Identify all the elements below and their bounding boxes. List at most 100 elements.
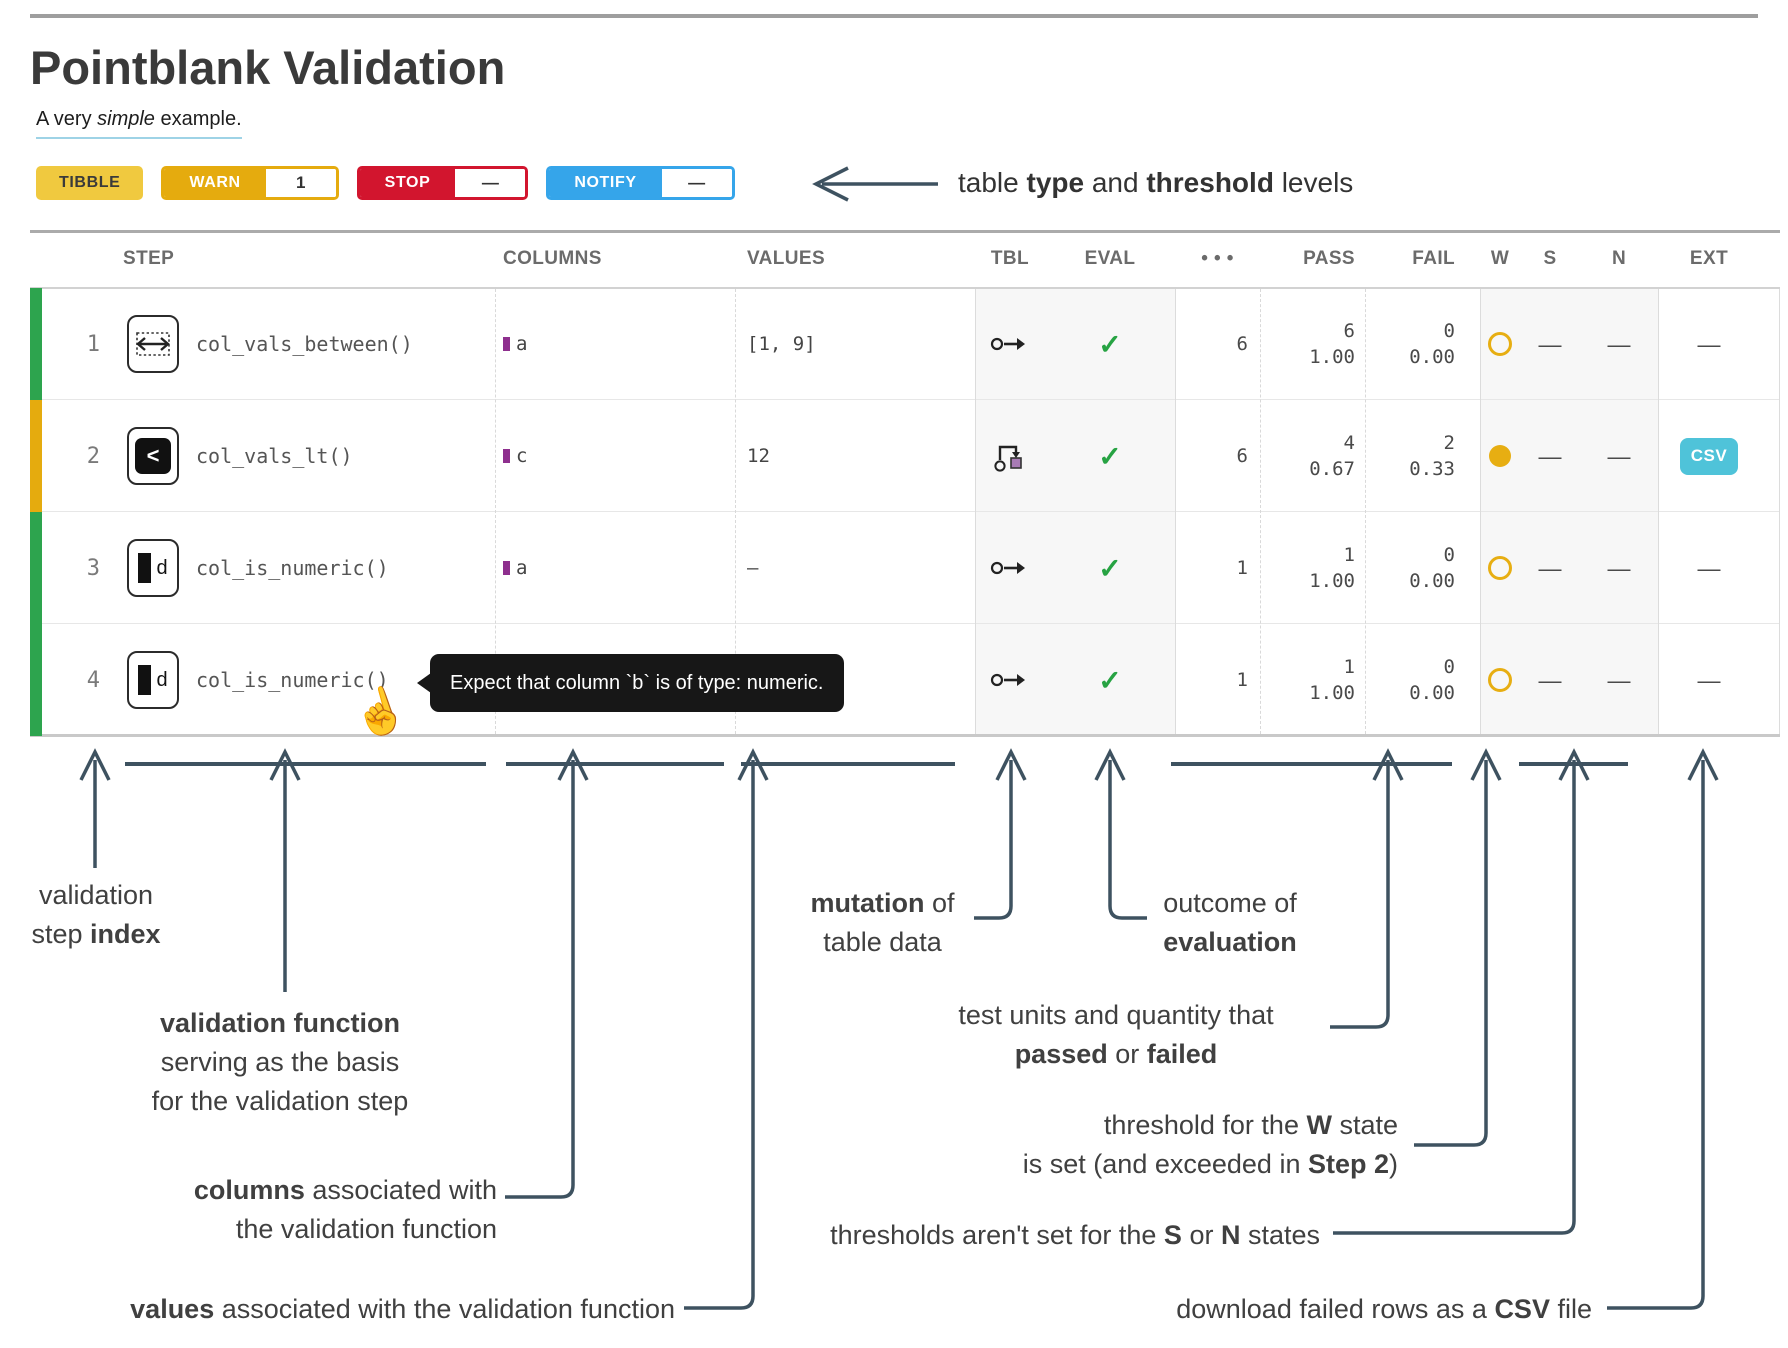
tbl-unchanged-icon [990,673,1025,687]
validation-row-2: 2 < col_vals_lt() c 12 ✓ 6 4 0.67 2 0.33 [30,400,1780,512]
row-separator [30,511,1780,512]
status-bar-pass [30,624,42,736]
tibble-badge: TIBBLE [36,166,144,200]
values-value: [1, 9] [747,333,816,355]
fail-count: 2 [1443,432,1455,454]
row-separator [30,399,1780,400]
values-value: 12 [747,445,770,467]
column-divider [735,289,736,734]
column-divider [1779,289,1780,734]
column-marker-icon [503,561,510,575]
notify-state: — [1607,554,1631,581]
label-step-index: validation step index [31,880,161,949]
column-divider [1260,289,1261,734]
tooltip-tail [417,673,431,693]
columns-value: a [516,333,528,355]
stop-state: — [1538,442,1562,469]
badge-note-arrow [812,166,938,202]
status-bar-pass [30,512,42,624]
top-rule [30,14,1758,18]
badge-note-label: table type and threshold levels [958,167,1354,198]
values-value: — [747,557,759,579]
notify-state: — [1607,442,1631,469]
header-tbl: TBL [990,248,1030,269]
test-units: 6 [1236,445,1248,467]
header-values: VALUES [747,248,826,269]
fail-fraction: 0.33 [1409,458,1455,480]
numeric-type-glyph: d [138,553,168,583]
function-tooltip: Expect that column `b` is of type: numer… [417,654,844,712]
tbl-mutated-icon [994,445,1022,472]
table-header-row: STEP COLUMNS VALUES TBL EVAL • • • PASS … [30,230,1780,288]
label-w-threshold: threshold for the W state is set (and exc… [1022,1110,1398,1179]
csv-download-button[interactable]: CSV [1680,437,1738,475]
validation-function-name[interactable]: col_vals_lt() [196,444,353,468]
validation-function-name[interactable]: col_vals_between() [196,332,413,356]
arrow-step-index [79,748,111,868]
column-marker-icon [503,337,510,351]
label-mutation: mutation of table data [810,888,955,957]
warn-state-indicator [1488,332,1512,356]
stop-state: — [1538,330,1562,357]
stop-badge: STOP — [356,166,529,200]
fail-count: 0 [1443,544,1455,566]
stop-badge-label: STOP [359,169,456,197]
warn-state-indicator-exceeded [1489,445,1511,467]
fail-fraction: 0.00 [1409,346,1455,368]
table-bottom-border [30,734,1780,737]
column-divider [1480,289,1481,734]
validation-row-4: 4 d col_is_numeric() ✓ 1 1 1.00 0 0.00 [30,624,1780,736]
column-divider [495,289,496,734]
pass-count: 6 [1343,320,1355,342]
tooltip-text: Expect that column `b` is of type: numer… [450,671,824,694]
validation-table: STEP COLUMNS VALUES TBL EVAL • • • PASS … [30,230,1780,737]
numeric-type-glyph: d [138,665,168,695]
eval-check-icon: ✓ [1098,440,1122,472]
notify-state: — [1607,666,1631,693]
label-validation-function: validation function serving as the basis f… [151,1008,409,1116]
ext-cell: — [1697,554,1721,581]
threshold-badge-row: TIBBLE WARN 1 STOP — NOTIFY — [36,166,735,200]
header-fail: FAIL [1412,248,1455,269]
between-icon [127,315,179,373]
status-bar-warn [30,400,42,512]
label-values: values associated with the validation fu… [130,1294,675,1324]
validation-function-name[interactable]: col_is_numeric() [196,556,389,580]
label-columns: columns associated with the validation fu… [193,1175,497,1244]
ext-cell: — [1697,330,1721,357]
label-pass-fail: test units and quantity that passed or fa… [958,1000,1274,1069]
tbl-unchanged-icon [990,337,1025,351]
pass-fraction: 1.00 [1309,682,1355,704]
arrow-validation-function [125,748,486,992]
pass-fraction: 1.00 [1309,346,1355,368]
pass-count: 1 [1343,544,1355,566]
step-index: 3 [86,555,100,581]
arrow-csv-ext [1607,748,1719,1310]
warn-badge: WARN 1 [161,166,339,200]
header-w: W [1490,248,1510,269]
header-step: STEP [123,248,175,269]
eval-check-icon: ✓ [1098,664,1122,696]
warn-state-indicator [1488,668,1512,692]
warn-badge-value: 1 [265,169,336,197]
fail-count: 0 [1443,320,1455,342]
column-marker-icon [503,449,510,463]
page-title: Pointblank Validation [30,41,506,94]
validation-function-name[interactable]: col_is_numeric() [196,668,389,692]
table-top-border [30,230,1780,233]
test-units: 1 [1236,669,1248,691]
arrow-columns [505,748,724,1199]
column-divider [1365,289,1366,734]
column-divider [975,289,976,734]
numeric-type-icon: d [127,651,179,709]
tbl-unchanged-icon [990,561,1025,575]
header-columns: COLUMNS [503,248,602,269]
fail-count: 0 [1443,656,1455,678]
columns-value: a [516,557,528,579]
label-csv-download: download failed rows as a CSV file [1176,1294,1592,1324]
step-index: 1 [86,331,100,357]
eval-check-icon: ✓ [1098,552,1122,584]
less-than-icon: < [127,427,179,485]
header-n: N [1611,248,1627,269]
